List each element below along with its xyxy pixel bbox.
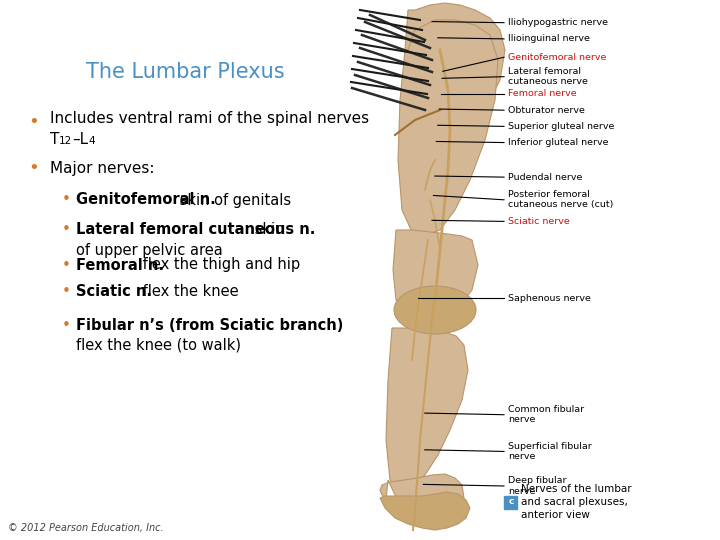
- Text: skin of genitals: skin of genitals: [175, 192, 292, 207]
- Text: of upper pelvic area: of upper pelvic area: [76, 242, 222, 258]
- Text: Nerves of the lumbar
and sacral plexuses,
anterior view: Nerves of the lumbar and sacral plexuses…: [521, 484, 631, 520]
- Text: Saphenous nerve: Saphenous nerve: [508, 294, 591, 302]
- FancyBboxPatch shape: [504, 496, 517, 509]
- Text: •: •: [62, 285, 71, 300]
- Polygon shape: [398, 20, 498, 235]
- Text: © 2012 Pearson Education, Inc.: © 2012 Pearson Education, Inc.: [8, 523, 163, 533]
- Text: Inferior gluteal nerve: Inferior gluteal nerve: [508, 138, 608, 147]
- Text: Common fibular
nerve: Common fibular nerve: [508, 405, 585, 424]
- Polygon shape: [380, 474, 464, 524]
- Text: Includes ventral rami of the spinal nerves: Includes ventral rami of the spinal nerv…: [50, 111, 369, 125]
- Polygon shape: [386, 328, 468, 490]
- Text: Pudendal nerve: Pudendal nerve: [508, 173, 582, 181]
- Text: Genitofemoral n.: Genitofemoral n.: [76, 192, 216, 207]
- Text: Lateral femoral cutaneous n.: Lateral femoral cutaneous n.: [76, 222, 315, 238]
- Text: •: •: [28, 113, 39, 131]
- Text: Fibular n’s (from Sciatic branch): Fibular n’s (from Sciatic branch): [76, 318, 343, 333]
- Text: Lateral femoral
cutaneous nerve: Lateral femoral cutaneous nerve: [508, 67, 588, 86]
- Text: •: •: [62, 192, 71, 207]
- Text: 4: 4: [88, 136, 94, 146]
- Text: flex the knee: flex the knee: [138, 285, 238, 300]
- Text: Sciatic n.: Sciatic n.: [76, 285, 152, 300]
- Text: c: c: [508, 497, 513, 507]
- Text: Femoral n.: Femoral n.: [76, 258, 164, 273]
- Text: Iliohypogastric nerve: Iliohypogastric nerve: [508, 18, 608, 27]
- Text: Superior gluteal nerve: Superior gluteal nerve: [508, 122, 615, 131]
- Text: flex the thigh and hip: flex the thigh and hip: [138, 258, 300, 273]
- Text: •: •: [62, 258, 71, 273]
- Text: Deep fibular
nerve: Deep fibular nerve: [508, 476, 567, 496]
- Text: Obturator nerve: Obturator nerve: [508, 106, 585, 114]
- Text: –L: –L: [72, 132, 88, 147]
- Text: •: •: [28, 159, 39, 177]
- Polygon shape: [393, 230, 478, 315]
- Text: Sciatic nerve: Sciatic nerve: [508, 217, 570, 226]
- Text: Major nerves:: Major nerves:: [50, 160, 155, 176]
- Text: 12: 12: [59, 136, 72, 146]
- Text: flex the knee (to walk): flex the knee (to walk): [76, 338, 241, 353]
- Polygon shape: [380, 492, 470, 530]
- Text: Posterior femoral
cutaneous nerve (cut): Posterior femoral cutaneous nerve (cut): [508, 190, 613, 210]
- Text: Genitofemoral nerve: Genitofemoral nerve: [508, 53, 606, 62]
- Text: Femoral nerve: Femoral nerve: [508, 90, 577, 98]
- Text: Superficial fibular
nerve: Superficial fibular nerve: [508, 442, 592, 461]
- Ellipse shape: [394, 286, 476, 334]
- Text: The Lumbar Plexus: The Lumbar Plexus: [86, 62, 284, 82]
- Text: Ilioinguinal nerve: Ilioinguinal nerve: [508, 35, 590, 43]
- Text: •: •: [62, 318, 71, 333]
- Text: T: T: [50, 132, 59, 147]
- Text: skin: skin: [250, 222, 284, 238]
- Polygon shape: [405, 3, 505, 122]
- Text: •: •: [62, 222, 71, 238]
